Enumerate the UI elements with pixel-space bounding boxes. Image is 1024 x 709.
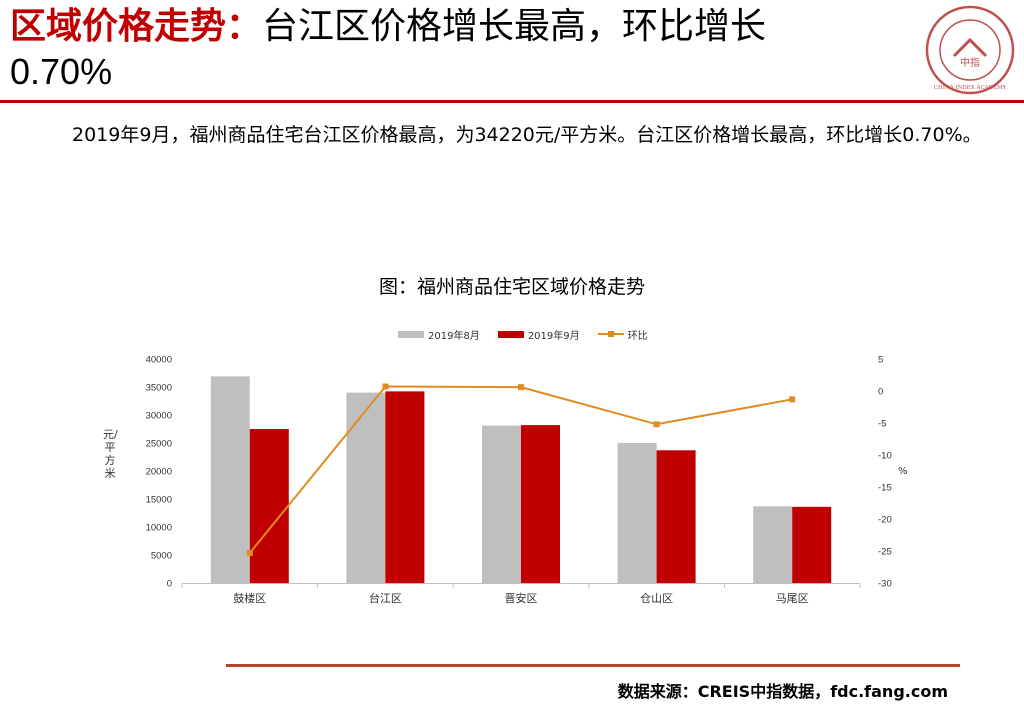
mom-point <box>789 396 796 403</box>
bar-aug <box>346 392 386 583</box>
x-tick-label: 晋安区 <box>505 591 538 605</box>
mom-point <box>518 384 524 391</box>
price-trend-chart: 0 5000 10000 15000 20000 25000 30000 35000 40000… <box>146 355 892 606</box>
bar-sep <box>385 391 425 583</box>
x-tick-label: 仓山区 <box>640 591 673 605</box>
page-title: 区域价格走势：台江区价格增长最高，环比增长 0.70% <box>10 4 910 94</box>
y-tick-label-left: 40000 <box>146 355 172 366</box>
y-tick-label-right: -25 <box>878 547 892 558</box>
title-divider <box>0 100 1024 103</box>
y-tick-label-left: 35000 <box>146 383 172 394</box>
title-text: 台江区价格增长最高，环比增长 <box>262 6 767 47</box>
y-tick-label-left: 10000 <box>146 523 172 534</box>
footer-divider <box>226 664 960 667</box>
bar-sep <box>249 429 289 583</box>
bar-aug <box>210 376 250 583</box>
y-tick-label-left: 15000 <box>146 495 172 506</box>
y-tick-label-right: 0 <box>878 387 883 398</box>
bar-sep <box>521 425 560 583</box>
legend-swatch-aug <box>398 330 424 338</box>
y-tick-label-left: 25000 <box>146 439 172 450</box>
chart-title: 图：福州商品住宅区域价格走势 <box>378 276 645 298</box>
y-tick-label-left: 5000 <box>151 551 172 562</box>
bar-sep <box>792 506 832 583</box>
y-tick-label-right: 5 <box>878 355 883 366</box>
legend-swatch-mom <box>597 330 624 338</box>
title-highlight: 区域价格走势： <box>10 6 263 47</box>
y-tick-label-left: 0 <box>167 579 172 590</box>
bar-aug <box>482 425 521 583</box>
china-index-academy-logo: 中指 CHINA INDEX ACADEMY <box>925 5 1015 95</box>
logo-center-text: 中指 <box>960 56 980 69</box>
chart-legend: 2019年8月 2019年9月 环比 <box>398 326 648 342</box>
y-tick-label-right: -15 <box>878 483 892 494</box>
y-axis-label-right: % <box>898 466 908 477</box>
mom-point <box>246 549 253 556</box>
logo-text: CHINA INDEX ACADEMY <box>934 85 1007 91</box>
legend-label-aug: 2019年8月 <box>428 330 480 342</box>
title-percent: 0.70% <box>10 51 113 92</box>
mom-point <box>653 421 660 428</box>
y-tick-label-left: 30000 <box>146 411 172 422</box>
summary-paragraph: 2019年9月，福州商品住宅台江区价格最高，为34220元/平方米。台江区价格增… <box>72 124 982 146</box>
x-tick-label: 鼓楼区 <box>233 591 266 605</box>
y-tick-label-right: -5 <box>878 419 886 430</box>
y-tick-label-right: -10 <box>878 451 892 462</box>
y-tick-label-right: -30 <box>878 579 892 590</box>
legend-label-sep: 2019年9月 <box>527 330 580 342</box>
legend-swatch-sep <box>497 330 524 338</box>
mom-point <box>382 383 389 390</box>
y-tick-label-left: 20000 <box>146 467 172 478</box>
bar-aug <box>617 443 657 583</box>
bar-aug <box>753 506 793 583</box>
legend-item-mom: 环比 <box>597 327 648 342</box>
y-axis-label-left: 元/平方米 <box>103 428 118 480</box>
legend-item-aug: 2019年8月 <box>398 327 480 342</box>
x-tick-label: 台江区 <box>369 591 402 605</box>
x-tick-label: 马尾区 <box>776 592 809 605</box>
legend-item-sep: 2019年9月 <box>497 327 580 342</box>
data-source: 数据来源：CREIS中指数据，fdc.fang.com <box>617 682 948 701</box>
bar-sep <box>656 450 696 583</box>
y-tick-label-right: -20 <box>878 515 892 526</box>
legend-label-mom: 环比 <box>627 330 648 342</box>
